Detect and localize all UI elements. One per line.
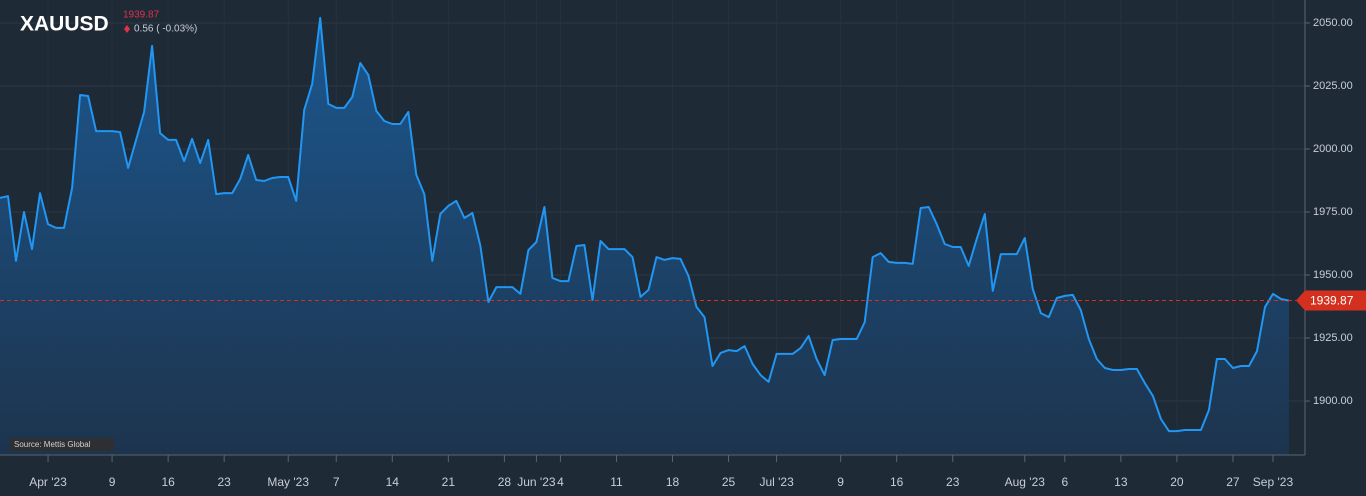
x-tick-label: Jun '23 [517, 475, 556, 489]
x-tick-label: 18 [666, 475, 680, 489]
last-price-tag [1296, 290, 1366, 311]
x-tick-label: 28 [498, 475, 512, 489]
x-tick-label: Aug '23 [1005, 475, 1046, 489]
y-tick-label: 1900.00 [1313, 395, 1353, 407]
source-box [10, 438, 114, 451]
axes: 1900.00 1925.00 1950.00 1975.00 2000.00 2025.… [29, 17, 1366, 489]
x-tick-label: 20 [1170, 475, 1184, 489]
last-price: 1939.87 [123, 10, 160, 21]
x-tick-label: 21 [442, 475, 456, 489]
price-change: 0.56 ( -0.03%) [134, 24, 197, 35]
down-icon [124, 25, 130, 33]
y-tick-label: 2000.00 [1313, 143, 1353, 155]
y-tick-label: 1975.00 [1313, 206, 1353, 218]
y-tick-label: 1925.00 [1313, 332, 1353, 344]
source: Source: Mettis Global [14, 440, 91, 449]
x-tick-label: 6 [1061, 475, 1068, 489]
x-tick-label: May '23 [267, 475, 309, 489]
x-tick-label: 9 [109, 475, 116, 489]
y-tick-label: 1950.00 [1313, 269, 1353, 281]
x-tick-label: Jul '23 [759, 475, 794, 489]
x-tick-label: 11 [610, 475, 623, 489]
x-tick-label: 23 [217, 475, 231, 489]
x-tick-label: 4 [557, 475, 564, 489]
y-tick-label: 2050.00 [1313, 17, 1353, 29]
chart-title: XAUUSD [20, 13, 109, 36]
x-tick-label: 25 [722, 475, 736, 489]
area [0, 17, 1289, 456]
x-tick-label: 13 [1114, 475, 1128, 489]
x-tick-label: 16 [161, 475, 175, 489]
x-tick-label: Apr '23 [29, 475, 67, 489]
x-tick-label: 27 [1226, 475, 1240, 489]
x-tick-label: 16 [890, 475, 904, 489]
price-line [0, 16, 1290, 433]
x-tick-label: 14 [386, 475, 400, 489]
x-tick-label: 23 [946, 475, 960, 489]
y-tick-label: 2025.00 [1313, 80, 1353, 92]
x-tick-label: Sep '23 [1253, 475, 1294, 489]
x-tick-label: 7 [333, 475, 340, 489]
plot [0, 16, 1305, 456]
x-tick-label: 9 [837, 475, 844, 489]
last-price-label: 1939.87 [1310, 294, 1354, 308]
